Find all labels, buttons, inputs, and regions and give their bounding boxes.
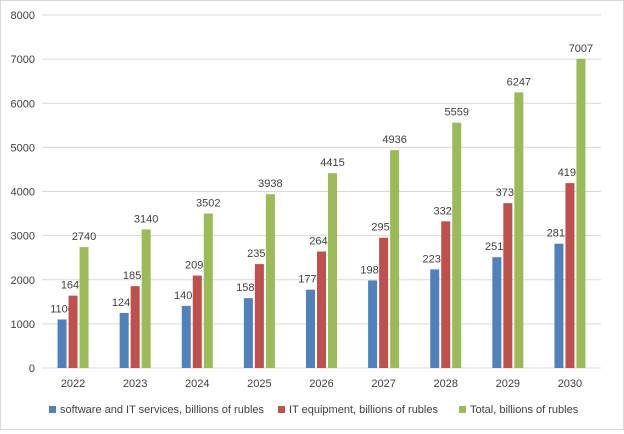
y-tick-label: 0: [29, 363, 35, 375]
y-tick-label: 3000: [11, 231, 35, 243]
bar-3: [514, 92, 524, 368]
bar-3: [452, 122, 462, 368]
bar-3: [79, 247, 89, 368]
y-tick-label: 2000: [11, 275, 35, 287]
bar-3: [203, 213, 213, 368]
bar-1: [430, 269, 440, 368]
data-label: 2952: [371, 222, 395, 234]
y-tick-label: 7000: [11, 54, 35, 66]
bar-2: [130, 286, 140, 368]
bar-3: [390, 150, 400, 368]
data-label: 1856: [123, 270, 147, 282]
x-tick-label: 2030: [558, 378, 582, 390]
data-label: 3140: [134, 213, 158, 225]
x-tick-label: 2028: [433, 378, 457, 390]
bar-1: [306, 289, 315, 368]
data-label: 3324: [433, 205, 457, 217]
x-tick-label: 2023: [123, 378, 147, 390]
legend-label: Total, billions of rubles: [470, 404, 579, 416]
data-label: 3502: [196, 197, 220, 209]
bar-2: [503, 203, 513, 368]
x-tick-label: 2029: [496, 378, 520, 390]
x-tick-label: 2024: [185, 378, 209, 390]
bar-1: [181, 305, 191, 368]
legend-swatch: [459, 406, 466, 413]
x-tick-label: 2022: [61, 378, 85, 390]
bar-2: [254, 264, 264, 368]
bar-3: [265, 194, 275, 368]
y-tick-label: 8000: [11, 10, 35, 22]
bar-2: [192, 275, 202, 368]
bar-1: [243, 298, 253, 368]
data-label: 1408: [174, 290, 198, 302]
bar-2: [317, 251, 326, 368]
bar-1: [492, 257, 502, 368]
data-label: 2355: [247, 248, 271, 260]
x-tick-label: 2025: [247, 378, 271, 390]
data-label: 2094: [185, 260, 209, 272]
x-tick-label: 2026: [309, 378, 333, 390]
bar-3: [141, 229, 151, 368]
bar-1: [119, 312, 129, 368]
bar-1: [554, 243, 564, 368]
bar-2: [68, 295, 78, 368]
data-label: 6247: [507, 76, 531, 88]
data-label: 4936: [382, 134, 406, 146]
data-label: 2817: [547, 228, 571, 240]
data-label: 2511: [485, 241, 509, 253]
x-tick-label: 2027: [371, 378, 395, 390]
y-tick-label: 6000: [11, 98, 35, 110]
bar-2: [565, 183, 575, 368]
y-tick-label: 5000: [11, 142, 35, 154]
bar-3: [576, 58, 586, 368]
data-label: 1583: [236, 282, 260, 294]
bar-1: [57, 319, 67, 368]
legend-label: software and IT services, billions of ru…: [60, 404, 264, 416]
data-label: 5559: [444, 107, 468, 119]
data-label: 1984: [360, 264, 384, 276]
data-label: 4415: [320, 157, 344, 169]
bar-1: [368, 280, 378, 368]
bar-2: [379, 237, 389, 368]
data-label: 4190: [558, 167, 582, 179]
data-label: 2740: [72, 231, 96, 243]
data-label: 1640: [61, 280, 85, 292]
data-label: 2235: [422, 253, 446, 265]
legend-swatch: [49, 406, 56, 413]
data-label: 3736: [496, 187, 520, 199]
data-label: 1248: [112, 297, 136, 309]
bar-3: [328, 173, 337, 368]
bar-2: [441, 221, 451, 368]
data-label: 2640: [309, 236, 333, 248]
data-label: 1775: [298, 274, 322, 286]
data-label: 7007: [569, 43, 593, 55]
legend-label: IT equipment, billions of rubles: [289, 404, 438, 416]
data-label: 1100: [50, 303, 74, 315]
data-label: 3938: [258, 178, 282, 190]
y-tick-label: 4000: [11, 187, 35, 199]
legend-swatch: [278, 406, 285, 413]
y-tick-label: 1000: [11, 319, 35, 331]
